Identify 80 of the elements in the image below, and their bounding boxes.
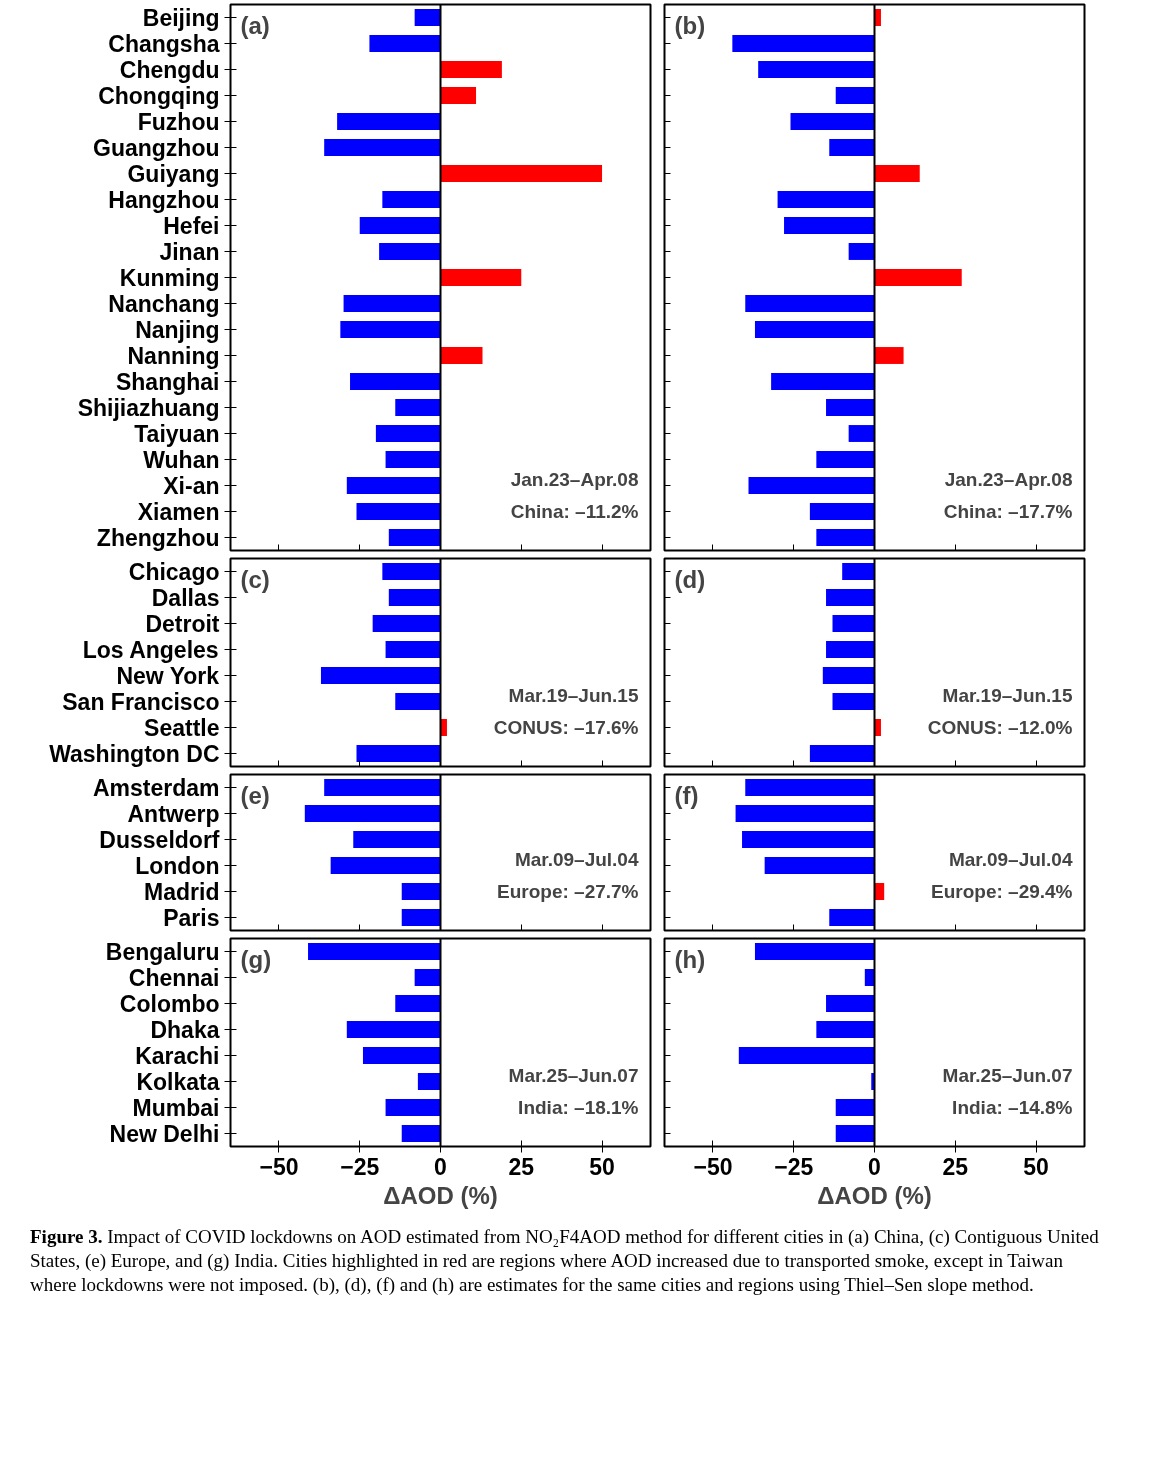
y-tick-label: Kolkata bbox=[136, 1068, 220, 1095]
annotation: Europe: –27.7% bbox=[497, 881, 639, 902]
chart-title: (a) bbox=[240, 11, 270, 39]
y-tick-label: Colombo bbox=[119, 990, 220, 1017]
annotation: Jan.23–Apr.08 bbox=[944, 468, 1073, 490]
y-tick-label: Beijing bbox=[142, 4, 220, 31]
annotation: Mar.25–Jun.07 bbox=[508, 1064, 639, 1086]
y-tick-label: Chicago bbox=[128, 558, 220, 585]
chart-title: (b) bbox=[674, 11, 706, 39]
y-tick-label: Hangzhou bbox=[108, 186, 220, 213]
chart-title: (c) bbox=[240, 565, 270, 593]
y-tick-label: Chengdu bbox=[119, 56, 220, 83]
y-tick-label: London bbox=[135, 852, 220, 879]
x-tick-label: 0 bbox=[868, 1153, 881, 1180]
y-tick-label: Bengaluru bbox=[105, 938, 220, 965]
chart-title: (g) bbox=[240, 945, 272, 973]
y-tick-label: Guiyang bbox=[127, 160, 220, 187]
y-tick-label: Seattle bbox=[144, 714, 220, 741]
annotation: CONUS: –12.0% bbox=[927, 717, 1073, 738]
chart-title: (d) bbox=[674, 565, 706, 593]
y-tick-label: Jinan bbox=[159, 238, 220, 265]
annotation: Mar.09–Jul.04 bbox=[514, 848, 639, 870]
annotation: India: –14.8% bbox=[952, 1097, 1073, 1118]
y-tick-label: Mumbai bbox=[132, 1094, 220, 1121]
y-tick-label: Dusseldorf bbox=[99, 826, 220, 853]
chart-title: (h) bbox=[674, 945, 706, 973]
y-tick-label: Shanghai bbox=[115, 368, 220, 395]
annotation: Mar.19–Jun.15 bbox=[942, 684, 1073, 706]
y-tick-label: Dallas bbox=[151, 584, 220, 611]
x-tick-label: 0 bbox=[434, 1153, 447, 1180]
chart-title: (f) bbox=[674, 781, 699, 809]
annotation: Mar.09–Jul.04 bbox=[948, 848, 1073, 870]
y-tick-label: New York bbox=[116, 662, 220, 689]
annotation: Mar.25–Jun.07 bbox=[942, 1064, 1073, 1086]
y-tick-label: New Delhi bbox=[109, 1120, 220, 1147]
annotation: Europe: –29.4% bbox=[931, 881, 1073, 902]
x-tick-label: 50 bbox=[1023, 1153, 1049, 1180]
x-axis-title: ΔAOD (%) bbox=[383, 1181, 498, 1209]
x-tick-label: −50 bbox=[259, 1153, 299, 1180]
y-tick-label: Paris bbox=[163, 904, 220, 931]
x-tick-label: −25 bbox=[340, 1153, 380, 1180]
y-tick-label: Antwerp bbox=[127, 800, 220, 827]
y-tick-label: Fuzhou bbox=[137, 108, 220, 135]
y-tick-label: Los Angeles bbox=[82, 636, 219, 663]
y-tick-label: Xiamen bbox=[137, 498, 220, 525]
x-axis-title: ΔAOD (%) bbox=[817, 1181, 932, 1209]
x-tick-label: −50 bbox=[693, 1153, 733, 1180]
annotation: China: –11.2% bbox=[510, 501, 639, 522]
annotation: Jan.23–Apr.08 bbox=[510, 468, 639, 490]
x-tick-label: −25 bbox=[774, 1153, 814, 1180]
annotation: Mar.19–Jun.15 bbox=[508, 684, 639, 706]
x-tick-label: 25 bbox=[508, 1153, 535, 1180]
annotation: China: –17.7% bbox=[943, 501, 1073, 522]
y-tick-label: Nanjing bbox=[135, 316, 220, 343]
y-tick-label: Nanning bbox=[127, 342, 220, 369]
y-tick-label: Dhaka bbox=[150, 1016, 220, 1043]
y-tick-label: Kunming bbox=[119, 264, 220, 291]
text: Figure 3. bbox=[30, 1226, 103, 1247]
x-tick-label: 25 bbox=[942, 1153, 969, 1180]
y-tick-label: Xi-an bbox=[163, 472, 220, 499]
y-tick-label: Wuhan bbox=[143, 446, 220, 473]
y-tick-label: Zhengzhou bbox=[96, 524, 220, 551]
annotation: CONUS: –17.6% bbox=[493, 717, 639, 738]
y-tick-label: San Francisco bbox=[62, 688, 220, 715]
y-tick-label: Chongqing bbox=[98, 82, 220, 109]
y-tick-label: Karachi bbox=[135, 1042, 220, 1069]
y-tick-label: Changsha bbox=[108, 30, 220, 57]
y-tick-label: Nanchang bbox=[108, 290, 220, 317]
y-tick-label: Amsterdam bbox=[92, 774, 220, 801]
y-tick-label: Chennai bbox=[128, 964, 220, 991]
y-tick-label: Taiyuan bbox=[134, 420, 220, 447]
y-tick-label: Washington DC bbox=[49, 740, 220, 767]
annotation: India: –18.1% bbox=[518, 1097, 639, 1118]
y-tick-label: Detroit bbox=[145, 610, 220, 637]
y-tick-label: Shijiazhuang bbox=[77, 394, 220, 421]
y-tick-label: Guangzhou bbox=[93, 134, 220, 161]
x-tick-label: 50 bbox=[589, 1153, 615, 1180]
y-tick-label: Hefei bbox=[163, 212, 220, 239]
chart-title: (e) bbox=[240, 781, 270, 809]
y-tick-label: Madrid bbox=[144, 878, 220, 905]
